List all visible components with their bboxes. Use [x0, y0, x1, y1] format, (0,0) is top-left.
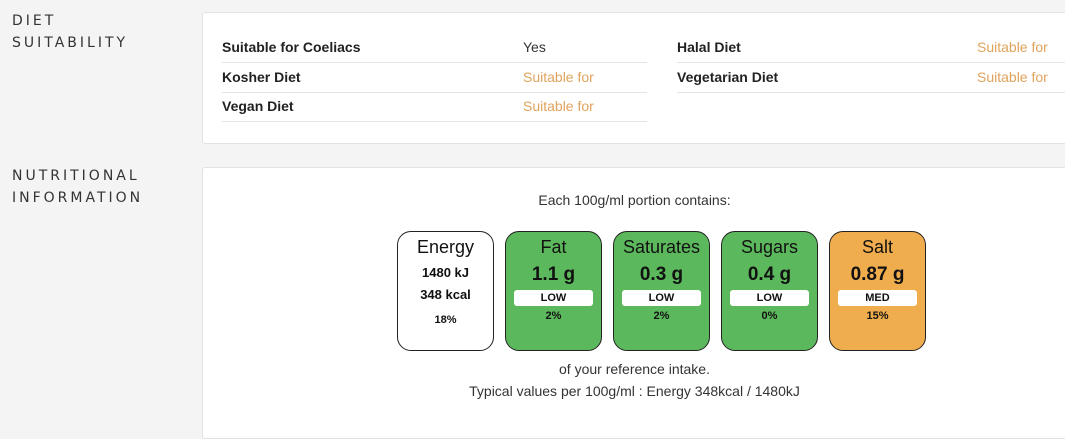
- diet-row-vegetarian: Vegetarian Diet Suitable for: [677, 63, 1065, 93]
- typical-values-note: Typical values per 100g/ml : Energy 348k…: [469, 383, 800, 399]
- nutrient-name: Fat: [540, 237, 567, 257]
- diet-value: Yes: [523, 39, 546, 55]
- energy-label: Energy 1480 kJ 348 kcal 18%: [397, 231, 494, 351]
- diet-label: Vegetarian Diet: [677, 69, 779, 85]
- level-badge: LOW: [730, 290, 809, 306]
- saturates-label: Saturates 0.3 g LOW 2%: [613, 231, 710, 351]
- nutritional-information-card: Each 100g/ml portion contains: Energy 14…: [202, 167, 1065, 439]
- energy-kcal: 348 kcal: [420, 287, 471, 302]
- reference-intake-percent: 18%: [434, 314, 457, 326]
- nutrient-name: Sugars: [740, 237, 799, 257]
- reference-intake-percent: 2%: [545, 310, 562, 322]
- diet-value: Suitable for: [523, 69, 594, 85]
- diet-value: Suitable for: [977, 39, 1048, 55]
- diet-suitability-card: Suitable for Coeliacs Yes Kosher Diet Su…: [202, 12, 1065, 144]
- diet-row-vegan: Vegan Diet Suitable for: [222, 92, 647, 122]
- portion-intro: Each 100g/ml portion contains:: [538, 192, 731, 208]
- level-badge: LOW: [514, 290, 593, 306]
- nutrient-amount: 0.4 g: [747, 264, 792, 285]
- nutritional-information-heading: NUTRITIONAL INFORMATION: [12, 168, 144, 206]
- diet-label: Halal Diet: [677, 39, 741, 55]
- nutrient-amount: 1.1 g: [531, 264, 576, 285]
- diet-label: Vegan Diet: [222, 98, 294, 114]
- fat-label: Fat 1.1 g LOW 2%: [505, 231, 602, 351]
- nutrient-amount: 0.87 g: [850, 264, 905, 285]
- diet-row-coeliacs: Suitable for Coeliacs Yes: [222, 33, 647, 63]
- diet-suitability-heading: DIET SUITABILITY: [12, 13, 129, 51]
- level-badge: LOW: [622, 290, 701, 306]
- salt-label: Salt 0.87 g MED 15%: [829, 231, 926, 351]
- reference-intake-percent: 2%: [653, 310, 670, 322]
- nutrient-name: Salt: [861, 237, 894, 257]
- reference-intake-percent: 0%: [761, 310, 778, 322]
- nutrient-name: Energy: [416, 237, 475, 257]
- nutrient-name: Saturates: [622, 237, 701, 257]
- sugars-label: Sugars 0.4 g LOW 0%: [721, 231, 818, 351]
- diet-label: Suitable for Coeliacs: [222, 39, 361, 55]
- level-badge: MED: [838, 290, 917, 306]
- energy-kj: 1480 kJ: [422, 265, 469, 280]
- nutrient-amount: 0.3 g: [639, 264, 684, 285]
- diet-label: Kosher Diet: [222, 69, 301, 85]
- reference-intake-note: of your reference intake.: [559, 361, 710, 377]
- diet-value: Suitable for: [523, 98, 594, 114]
- reference-intake-percent: 15%: [866, 310, 889, 322]
- diet-row-kosher: Kosher Diet Suitable for: [222, 63, 647, 93]
- diet-value: Suitable for: [977, 69, 1048, 85]
- diet-row-halal: Halal Diet Suitable for: [677, 33, 1065, 63]
